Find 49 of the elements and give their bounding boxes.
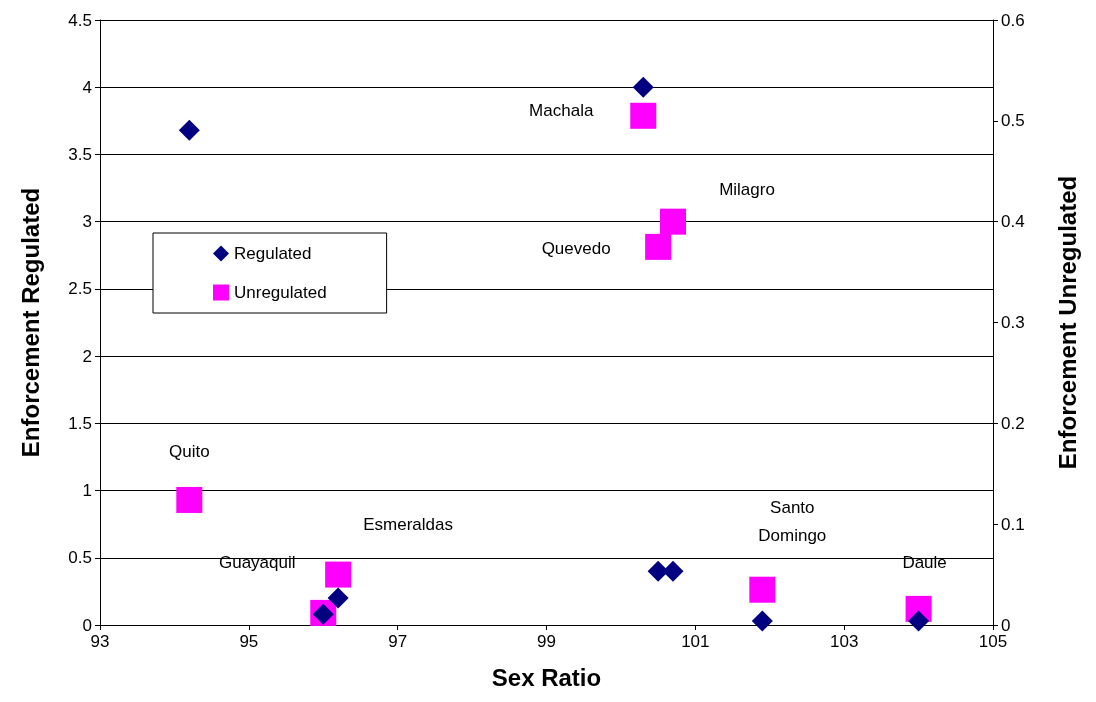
point bbox=[662, 560, 684, 582]
x-axis-title: Sex Ratio bbox=[491, 663, 602, 691]
point bbox=[645, 233, 672, 260]
annotation: Daule bbox=[902, 553, 947, 573]
annotation: Quevedo bbox=[541, 239, 611, 259]
y-tick-label: 1 bbox=[82, 481, 92, 501]
y-tick-label: 4.5 bbox=[68, 10, 92, 30]
annotation: Machala bbox=[529, 101, 594, 121]
y2-tick-label: 0 bbox=[1001, 615, 1011, 635]
y2-tick-label: 0.5 bbox=[1001, 111, 1025, 131]
legend-label: Unregulated bbox=[234, 283, 327, 302]
annotation: Quito bbox=[168, 442, 210, 462]
x-tick-label: 101 bbox=[681, 632, 710, 651]
annotation: Guayaquil bbox=[218, 553, 296, 573]
x-tick-label: 95 bbox=[239, 632, 259, 651]
annotation: Santo Domingo bbox=[758, 498, 827, 546]
y-tick-label: 3.5 bbox=[68, 144, 92, 164]
y2-tick-label: 0.3 bbox=[1001, 313, 1025, 332]
x-tick-label: 103 bbox=[829, 632, 859, 651]
annotation: Milagro bbox=[719, 180, 775, 200]
y2-axis-title: Enforcement Unregulated bbox=[1053, 175, 1081, 470]
y2-tick-label: 0.4 bbox=[1001, 212, 1025, 232]
y-tick-label: 4 bbox=[82, 77, 92, 97]
y-tick-label: 3 bbox=[82, 212, 92, 232]
point bbox=[325, 561, 352, 588]
point bbox=[327, 587, 349, 609]
y2-tick-label: 0.6 bbox=[1001, 10, 1025, 30]
x-tick-label: 99 bbox=[537, 632, 556, 651]
point bbox=[660, 208, 687, 235]
point bbox=[630, 102, 657, 129]
point bbox=[908, 610, 930, 632]
point bbox=[632, 76, 654, 98]
y-tick-label: 0 bbox=[82, 615, 92, 635]
legend-label: Regulated bbox=[234, 244, 312, 263]
y-tick-label: 0.5 bbox=[68, 548, 92, 568]
annotation: Esmeraldas bbox=[363, 515, 454, 535]
y-tick-label: 1.5 bbox=[68, 413, 92, 433]
point bbox=[749, 576, 776, 603]
x-tick-label: 105 bbox=[978, 632, 1008, 651]
y-tick-label: 2 bbox=[82, 346, 92, 366]
y-tick-label: 2.5 bbox=[68, 279, 92, 299]
point bbox=[176, 486, 203, 513]
x-tick-label: 93 bbox=[90, 632, 110, 651]
point bbox=[178, 119, 200, 141]
x-tick-label: 97 bbox=[388, 632, 408, 651]
y-axis-title: Enforcement Regulated bbox=[16, 187, 44, 458]
y2-tick-label: 0.2 bbox=[1001, 413, 1025, 433]
point bbox=[751, 610, 773, 632]
y2-tick-label: 0.1 bbox=[1001, 514, 1025, 534]
